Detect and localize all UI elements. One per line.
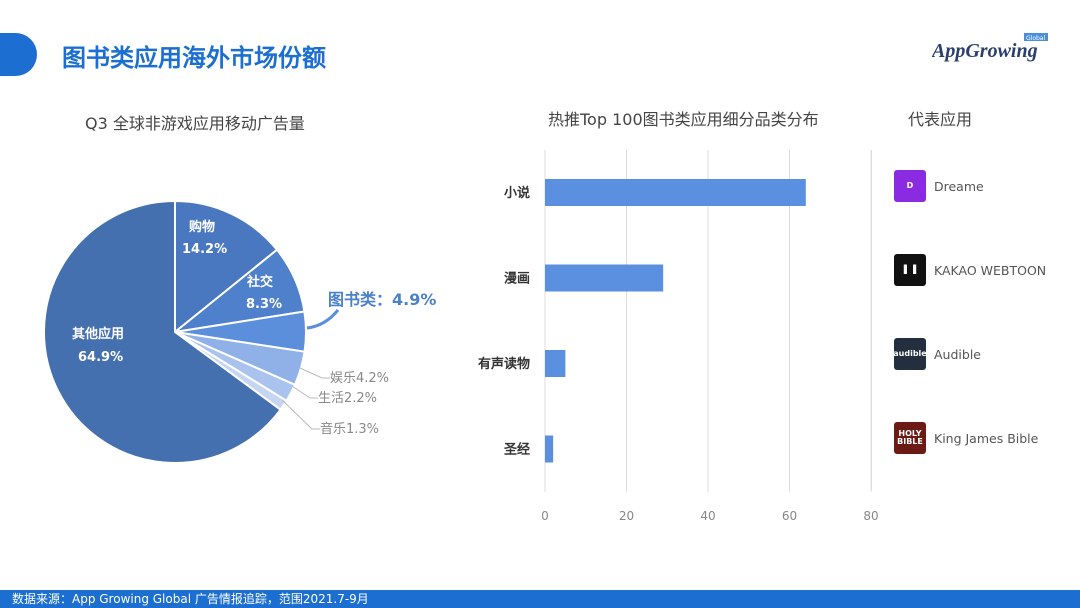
value-social: 8.3% (246, 297, 282, 312)
divider (871, 150, 872, 490)
bar-1 (545, 264, 664, 292)
page-title: 图书类应用海外市场份额 (62, 44, 326, 72)
category-label: 漫画 (504, 271, 530, 287)
app-name: KAKAO WEBTOON (934, 262, 1047, 278)
category-label: 有声读物 (478, 356, 530, 372)
reps-title: 代表应用 (908, 110, 973, 129)
leader-line-5 (281, 399, 320, 430)
books-arrow (306, 309, 340, 330)
app-name: Audible (934, 346, 981, 362)
pie-chart: 购物 14.2% 社交 8.3% 其他应用 64.9% 图书类：4.9% 娱乐4.2% 生活2.… (43, 199, 436, 464)
value-shopping: 14.2% (182, 242, 227, 257)
value-other: 64.9% (78, 350, 123, 365)
label-social: 社交 (246, 274, 273, 290)
kakao-webtoon-logo-icon: ▌▐ (894, 254, 926, 286)
app-name: King James Bible (934, 430, 1039, 446)
label-生活: 生活2.2% (318, 391, 377, 406)
app-item: HOLY BIBLE King James Bible (894, 422, 1038, 454)
category-label: 圣经 (504, 442, 530, 458)
x-tick-label: 80 (863, 509, 878, 523)
appgrowing-logo: AppGrowing Global (932, 33, 1048, 62)
label-娱乐: 娱乐4.2% (330, 371, 389, 386)
x-tick-label: 60 (782, 509, 797, 523)
leader-line-4 (291, 385, 318, 399)
label-other: 其他应用 (72, 326, 124, 342)
footer-source: 数据来源：App Growing Global 广告情报追踪，范围2021.7-… (0, 590, 1080, 608)
bar-0 (545, 179, 806, 206)
pie-slice-6 (43, 199, 282, 464)
bar-3 (545, 435, 554, 463)
app-name: Dreame (934, 178, 984, 194)
holy-bible-icon: HOLY BIBLE (894, 422, 926, 454)
svg-text:Global: Global (1026, 35, 1045, 42)
x-tick-label: 0 (541, 509, 549, 523)
x-tick-label: 40 (700, 509, 715, 523)
app-item: D Dreame (894, 170, 984, 202)
x-tick-label: 20 (619, 509, 634, 523)
category-label: 小说 (504, 185, 530, 201)
app-item: audible Audible (893, 338, 981, 370)
dreame-logo-icon: D (894, 170, 926, 202)
label-shopping: 购物 (189, 219, 215, 235)
label-books: 图书类：4.9% (328, 290, 436, 309)
label-音乐: 音乐1.3% (320, 421, 379, 437)
bar-2 (545, 350, 566, 377)
app-item: ▌▐ KAKAO WEBTOON (894, 254, 1046, 286)
bar-title: 热推Top 100图书类应用细分品类分布 (548, 110, 819, 129)
svg-text:AppGrowing: AppGrowing (932, 40, 1038, 62)
title-accent-pill (0, 33, 37, 76)
pie-title: Q3 全球非游戏应用移动广告量 (85, 114, 305, 133)
audible-logo-icon: audible (893, 338, 927, 370)
pie-slice-0 (174, 199, 279, 335)
leader-line-3 (299, 367, 330, 379)
